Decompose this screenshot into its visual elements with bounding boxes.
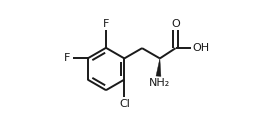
Text: Cl: Cl [119,99,130,109]
Text: F: F [103,19,109,29]
Text: OH: OH [192,43,209,53]
Text: O: O [171,19,180,29]
Polygon shape [156,58,161,76]
Text: NH₂: NH₂ [149,78,170,88]
Text: F: F [64,53,70,63]
